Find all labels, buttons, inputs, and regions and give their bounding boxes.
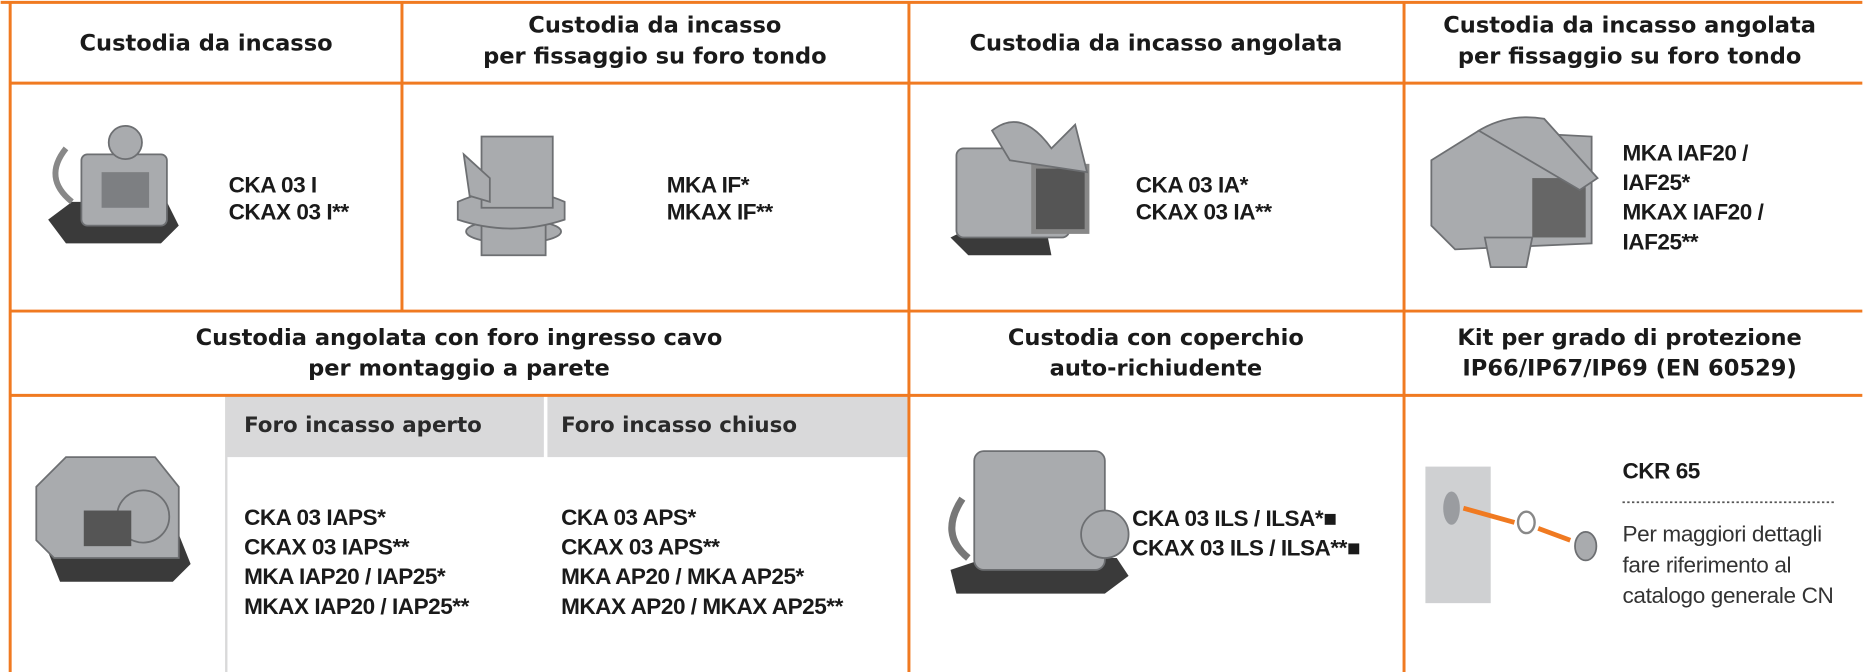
code: CKA 03 IA*: [1136, 172, 1249, 197]
code: MKA IF*: [667, 172, 750, 197]
code: MKAX AP20 / MKAX AP25**: [561, 594, 844, 619]
code: MKAX IAP20 / IAP25**: [244, 594, 470, 619]
header: Custodia da incasso: [80, 30, 333, 56]
header: per montaggio a parete: [308, 356, 610, 382]
code: CKA 03 APS*: [561, 505, 696, 530]
subheader-bg: [226, 395, 909, 458]
header: per fissaggio su foro tondo: [1458, 43, 1802, 69]
product-images: [35, 116, 1599, 604]
code: MKA AP20 / MKA AP25*: [561, 564, 804, 589]
header: Custodia da incasso: [528, 13, 781, 39]
code: CKAX 03 IAPS**: [244, 534, 410, 559]
code: CKAX 03 IA**: [1136, 200, 1273, 225]
code: MKA IAF20 /: [1622, 140, 1749, 165]
code: IAF25*: [1622, 170, 1690, 195]
code: CKR 65: [1622, 458, 1699, 483]
header: per fissaggio su foro tondo: [483, 43, 827, 69]
code: CKAX 03 ILS / ILSA**■: [1132, 536, 1360, 561]
code: MKA IAP20 / IAP25*: [244, 564, 446, 589]
header: Custodia con coperchio: [1008, 325, 1304, 351]
code: CKAX 03 APS**: [561, 534, 720, 559]
code: MKAX IF**: [667, 200, 774, 225]
code: MKAX IAF20 /: [1622, 200, 1764, 225]
code: CKA 03 I: [229, 172, 317, 197]
note: fare riferimento al: [1622, 552, 1791, 577]
header: Custodia angolata con foro ingresso cavo: [196, 325, 723, 351]
header: Custodia da incasso angolata: [969, 30, 1342, 56]
code: CKA 03 ILS / ILSA*■: [1132, 506, 1336, 531]
note: catalogo generale CN: [1622, 583, 1833, 608]
code: IAF25**: [1622, 229, 1698, 254]
note: Per maggiori dettagli: [1622, 521, 1821, 546]
code: CKAX 03 I**: [229, 200, 350, 225]
header: Custodia da incasso angolata: [1443, 13, 1816, 39]
code: CKA 03 IAPS*: [244, 505, 386, 530]
header: IP66/IP67/IP69 (EN 60529): [1462, 356, 1796, 382]
subheader: Foro incasso chiuso: [561, 413, 797, 438]
header: Kit per grado di protezione: [1457, 325, 1801, 351]
subheader: Foro incasso aperto: [244, 413, 482, 438]
header: auto-richiudente: [1050, 356, 1263, 382]
